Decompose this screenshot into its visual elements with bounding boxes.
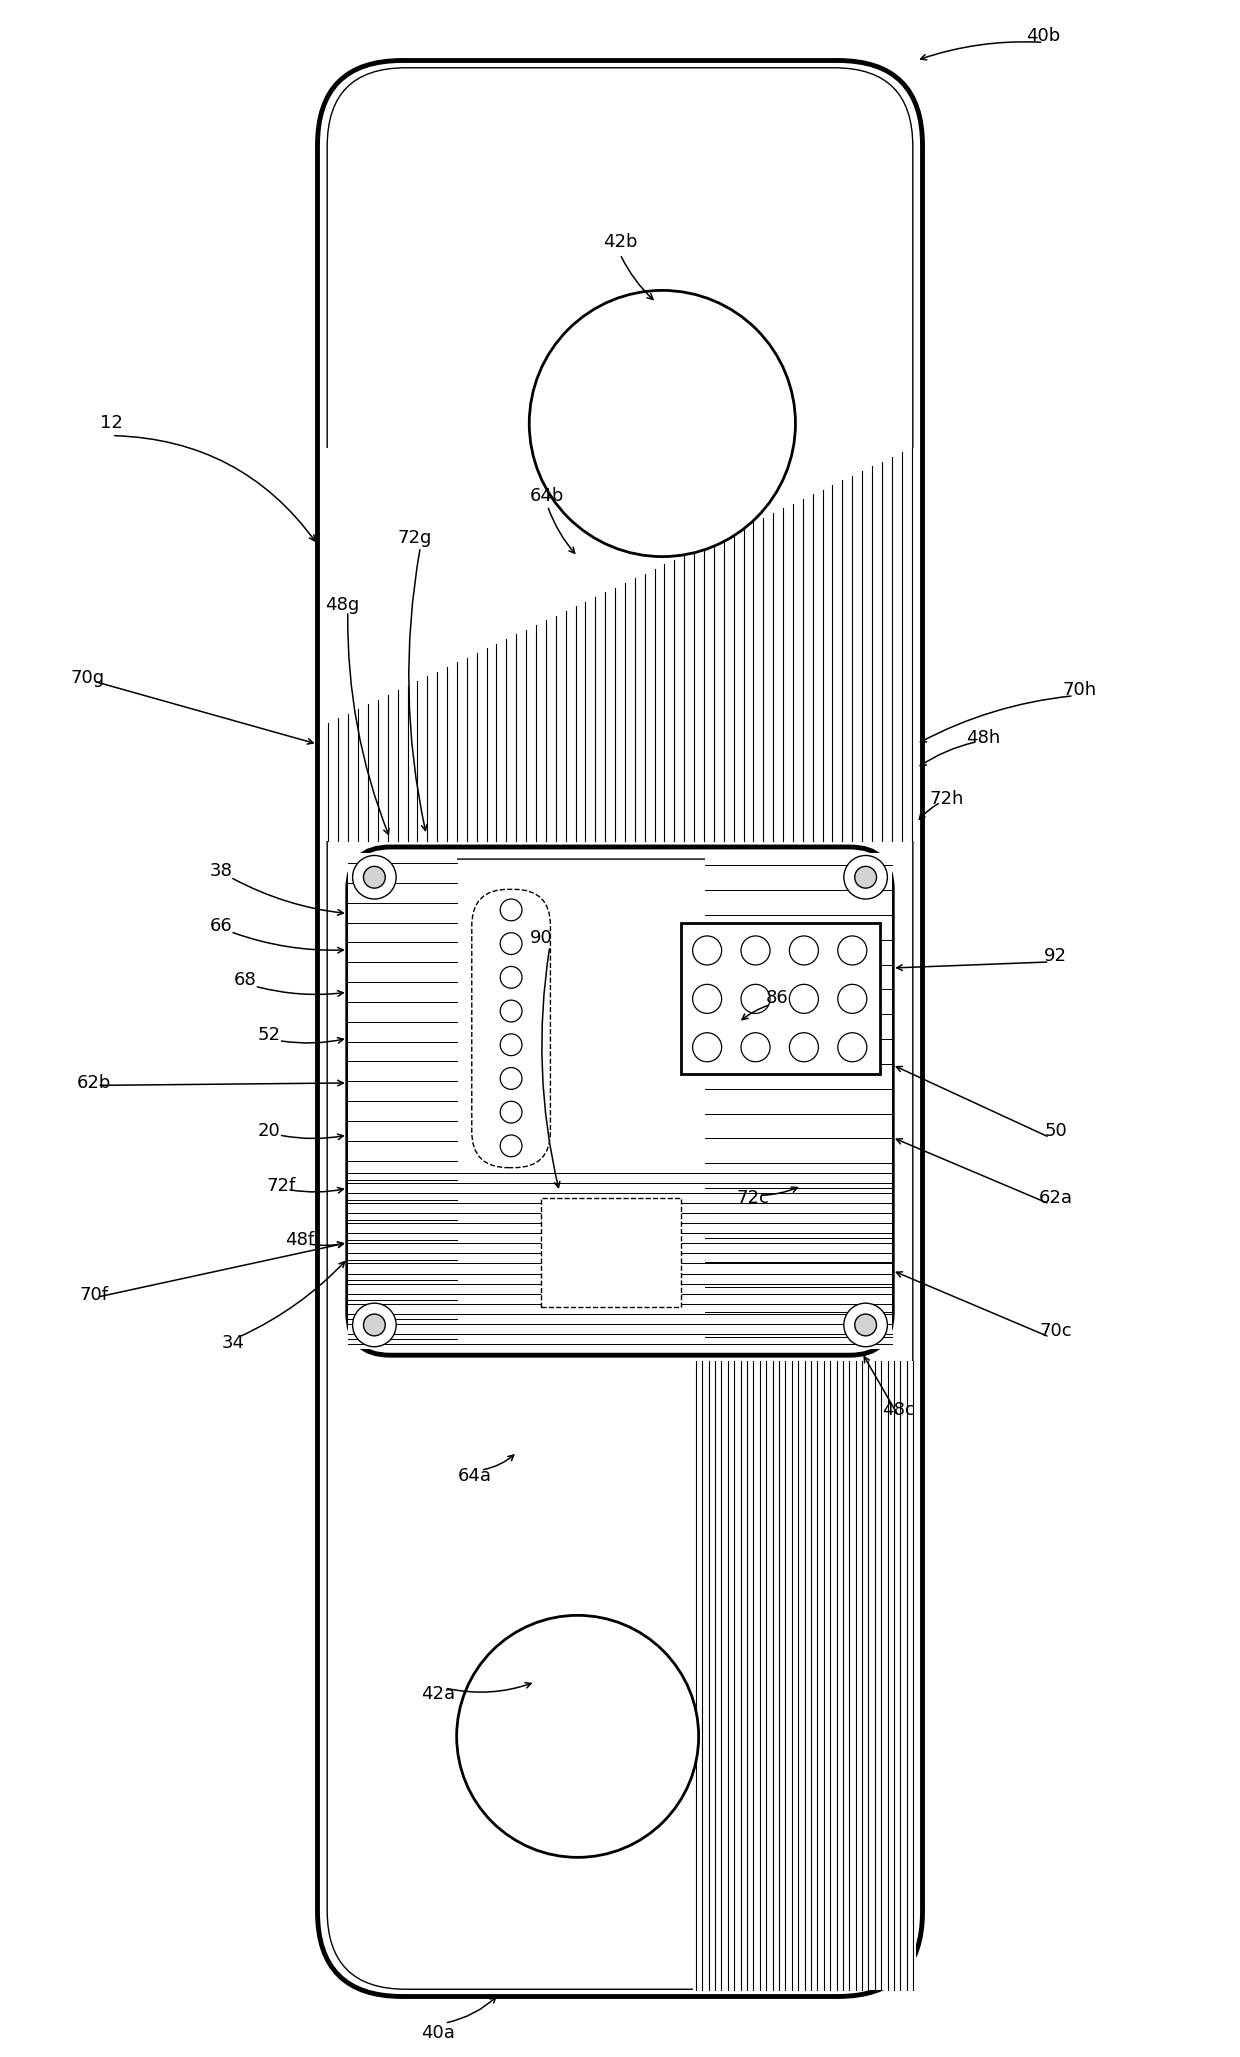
Circle shape xyxy=(838,936,867,965)
Circle shape xyxy=(500,899,522,922)
Circle shape xyxy=(500,1068,522,1090)
Circle shape xyxy=(363,866,386,889)
Text: 72f: 72f xyxy=(267,1177,296,1195)
Bar xyxy=(542,1197,681,1306)
Bar xyxy=(324,448,916,841)
Bar xyxy=(704,854,893,1349)
Text: 86: 86 xyxy=(766,989,789,1008)
Text: 50: 50 xyxy=(1044,1123,1066,1140)
Text: 40b: 40b xyxy=(1027,27,1060,45)
Text: 42a: 42a xyxy=(422,1685,455,1703)
Text: 70g: 70g xyxy=(71,669,104,687)
Text: 34: 34 xyxy=(221,1335,244,1351)
Text: 72c: 72c xyxy=(737,1189,770,1207)
Text: 48g: 48g xyxy=(325,597,358,613)
Text: 20: 20 xyxy=(258,1123,280,1140)
Circle shape xyxy=(790,936,818,965)
Text: 52: 52 xyxy=(258,1026,280,1043)
Circle shape xyxy=(500,1035,522,1055)
Circle shape xyxy=(844,856,888,899)
Text: 70h: 70h xyxy=(1063,681,1097,699)
FancyBboxPatch shape xyxy=(347,847,893,1356)
Text: 70f: 70f xyxy=(79,1286,108,1304)
Text: 70c: 70c xyxy=(1039,1323,1071,1339)
Text: 62b: 62b xyxy=(77,1074,110,1092)
Bar xyxy=(681,924,880,1074)
Circle shape xyxy=(456,1615,698,1857)
Circle shape xyxy=(742,936,770,965)
Circle shape xyxy=(790,985,818,1014)
Bar xyxy=(347,1168,893,1349)
Circle shape xyxy=(693,1033,722,1061)
FancyBboxPatch shape xyxy=(471,889,551,1168)
Circle shape xyxy=(742,1033,770,1061)
Circle shape xyxy=(363,1314,386,1335)
Circle shape xyxy=(352,1304,396,1347)
Circle shape xyxy=(500,1000,522,1022)
Circle shape xyxy=(529,290,795,557)
Text: 12: 12 xyxy=(100,416,123,432)
Text: 38: 38 xyxy=(210,862,232,880)
Text: 48f: 48f xyxy=(285,1232,314,1249)
Bar xyxy=(693,1362,916,1991)
Text: 62a: 62a xyxy=(1039,1189,1073,1207)
Text: 92: 92 xyxy=(1044,946,1068,965)
Circle shape xyxy=(742,985,770,1014)
Circle shape xyxy=(352,856,396,899)
Circle shape xyxy=(500,932,522,954)
Circle shape xyxy=(838,1033,867,1061)
Circle shape xyxy=(693,985,722,1014)
Text: 68: 68 xyxy=(233,971,257,989)
Bar xyxy=(347,854,456,1349)
Circle shape xyxy=(693,936,722,965)
Circle shape xyxy=(790,1033,818,1061)
Text: 42b: 42b xyxy=(603,232,637,251)
Text: 72g: 72g xyxy=(397,529,432,547)
Circle shape xyxy=(500,1100,522,1123)
Text: 40a: 40a xyxy=(422,2024,455,2043)
Text: 48c: 48c xyxy=(882,1401,915,1419)
Circle shape xyxy=(500,967,522,987)
Text: 64b: 64b xyxy=(531,488,564,506)
Circle shape xyxy=(854,1314,877,1335)
Text: 90: 90 xyxy=(529,930,553,946)
Text: 48h: 48h xyxy=(966,728,1001,747)
FancyBboxPatch shape xyxy=(317,60,923,1997)
Circle shape xyxy=(844,1304,888,1347)
Circle shape xyxy=(500,1135,522,1156)
Text: 72h: 72h xyxy=(930,790,963,808)
Circle shape xyxy=(838,985,867,1014)
Text: 64a: 64a xyxy=(458,1467,492,1485)
Text: 66: 66 xyxy=(210,917,232,934)
Circle shape xyxy=(854,866,877,889)
